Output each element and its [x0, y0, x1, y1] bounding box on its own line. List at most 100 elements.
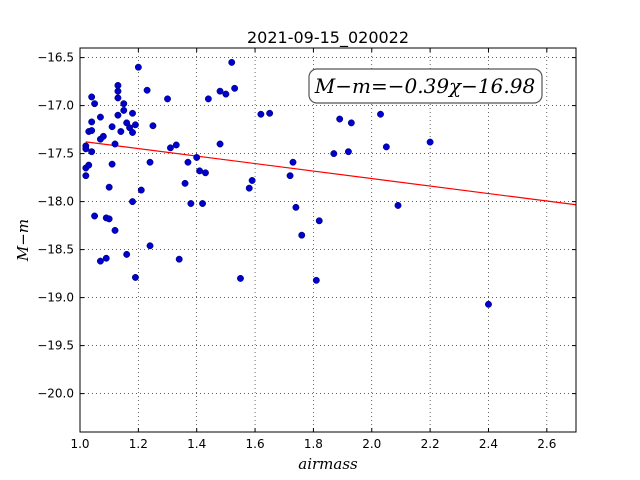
data-point: [292, 203, 300, 211]
data-point: [111, 140, 119, 148]
plot-area: [79, 47, 577, 433]
data-point: [377, 110, 384, 118]
data-point: [347, 119, 355, 127]
data-point: [129, 129, 136, 136]
data-point: [222, 90, 230, 98]
data-point: [91, 100, 99, 108]
data-point: [187, 200, 195, 207]
data-point: [426, 138, 434, 146]
y-tick-label: −17.0: [37, 99, 74, 113]
data-point: [166, 144, 174, 152]
data-point: [108, 160, 116, 168]
chart-title: 2021-09-15_020022: [247, 28, 409, 48]
data-point: [175, 255, 183, 263]
data-point: [123, 250, 131, 258]
data-point: [216, 87, 224, 95]
data-point: [99, 132, 107, 140]
data-point: [204, 95, 212, 103]
data-point: [344, 148, 352, 156]
data-point: [96, 113, 104, 121]
annotation-box: [308, 68, 543, 104]
data-point: [137, 186, 145, 194]
data-point: [394, 201, 402, 209]
x-tick-label: 1.4: [187, 437, 206, 451]
data-point: [199, 200, 206, 207]
x-tick-label: 1.2: [129, 437, 148, 451]
y-tick-label: −19.5: [37, 339, 74, 353]
data-point: [193, 153, 201, 161]
data-point: [315, 217, 323, 225]
data-point: [117, 128, 125, 135]
data-point: [298, 231, 306, 239]
data-point: [216, 140, 224, 148]
data-point: [105, 215, 113, 223]
data-point: [257, 110, 265, 118]
data-point: [146, 158, 154, 166]
fit-equation-annotation: M−m=−0.39χ−16.98: [308, 68, 543, 104]
y-axis-label: M−m: [14, 219, 32, 262]
y-axis-tick-labels: −16.5 −17.0 −17.5 −18.0 −18.5 −19.0 −19.5 −20.0: [37, 51, 74, 401]
data-point: [88, 118, 96, 126]
x-tick-label: 2.0: [362, 437, 381, 451]
plot-frame: [79, 47, 577, 433]
x-tick-label: 2.4: [479, 437, 498, 451]
data-point: [131, 121, 139, 129]
plot-background: [80, 48, 576, 432]
data-point: [382, 143, 390, 151]
data-point: [149, 122, 157, 130]
data-point: [146, 242, 154, 250]
data-point: [196, 167, 204, 175]
data-point: [266, 109, 274, 117]
annotation-text: M−m=−0.39χ−16.98: [314, 74, 535, 98]
y-tick-label: −18.0: [37, 195, 74, 209]
data-point: [111, 226, 119, 234]
data-point: [91, 212, 99, 220]
data-point: [82, 145, 90, 153]
data-point: [248, 177, 256, 184]
data-point: [105, 183, 113, 191]
y-tick-label: −17.5: [37, 147, 74, 161]
x-axis-label: airmass: [298, 455, 358, 473]
data-point: [120, 100, 128, 108]
y-tick-label: −19.0: [37, 291, 74, 305]
data-point: [164, 95, 171, 103]
data-point: [114, 87, 122, 95]
data-point: [85, 161, 93, 169]
x-tick-label: 1.6: [246, 437, 265, 451]
y-tick-label: −20.0: [37, 387, 74, 401]
data-point: [82, 172, 90, 180]
data-point: [237, 274, 244, 282]
data-points: [82, 58, 492, 308]
y-tick-label: −18.5: [37, 243, 74, 257]
data-point: [120, 106, 128, 114]
data-point: [96, 257, 104, 265]
data-point: [102, 254, 110, 262]
data-point: [88, 127, 96, 135]
data-point: [131, 273, 139, 281]
x-axis-tick-labels: 1.0 1.2 1.4 1.6 1.8 2.0 2.2 2.4 2.6: [70, 437, 556, 451]
data-point: [108, 123, 116, 131]
data-point: [88, 148, 96, 156]
x-tick-label: 1.8: [304, 437, 323, 451]
data-point: [330, 150, 338, 158]
data-point: [286, 172, 294, 180]
data-point: [143, 86, 151, 94]
data-point: [134, 63, 142, 71]
data-point: [312, 276, 320, 284]
data-point: [129, 198, 136, 206]
data-point: [202, 169, 209, 177]
data-point: [184, 158, 192, 166]
axis-ticks: [79, 48, 576, 432]
data-point: [129, 109, 136, 117]
fit-line-layer: [85, 141, 577, 206]
x-tick-label: 2.6: [537, 437, 556, 451]
data-point: [336, 115, 344, 123]
data-point: [114, 94, 122, 102]
data-point: [88, 93, 96, 101]
y-tick-label: −16.5: [37, 51, 74, 65]
data-point: [245, 184, 253, 192]
data-point: [172, 141, 180, 149]
data-point: [228, 58, 236, 66]
data-point: [231, 84, 239, 92]
